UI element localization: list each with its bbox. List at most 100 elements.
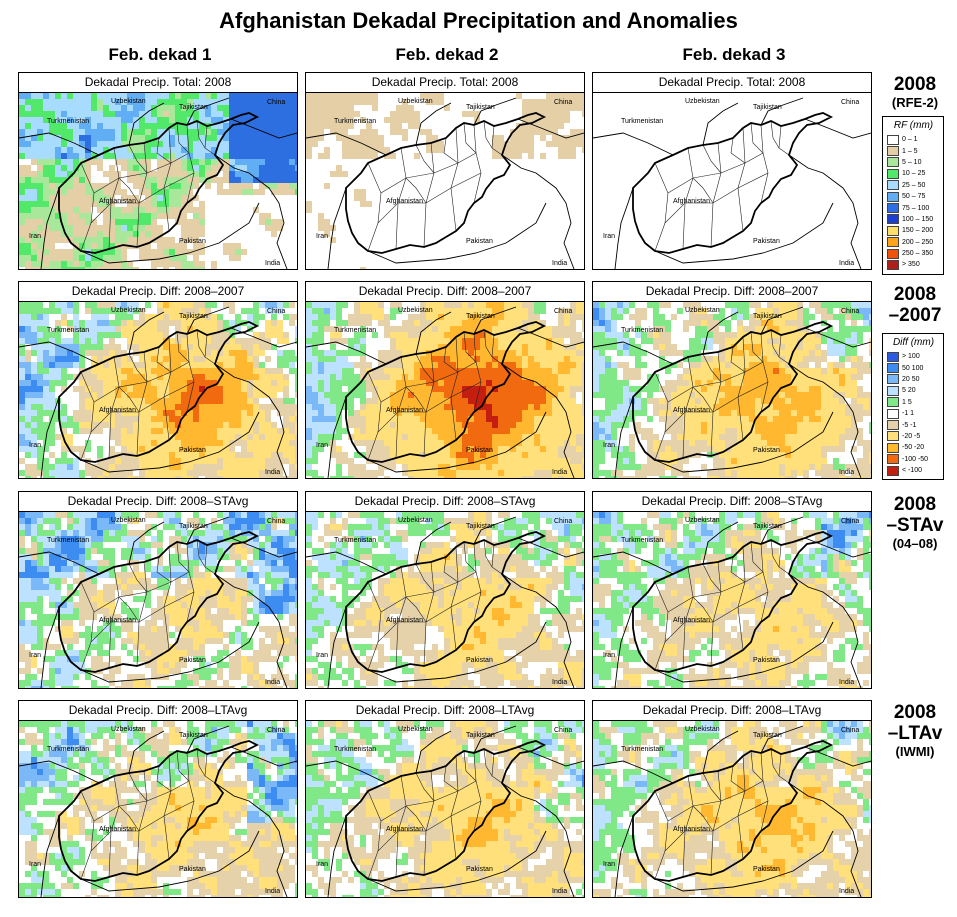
legend-entry: > 100 (887, 351, 940, 362)
country-label-turkmenistan: Turkmenistan (334, 327, 376, 334)
country-label-afghanistan: Afghanistan (99, 826, 136, 833)
map-panel-title: Dekadal Precip. Total: 2008 (306, 73, 584, 93)
rainfall-legend-title: RF (mm) (893, 120, 934, 131)
precipitation-map: Uzbekistan Tajikistan China Turkmenistan Afg… (306, 512, 584, 688)
legend-entry: 20 50 (887, 374, 940, 385)
legend-swatch (887, 248, 899, 259)
precip-raster (306, 93, 584, 269)
legend-entry: 5 – 10 (887, 157, 940, 168)
map-panel-title: Dekadal Precip. Diff: 2008–2007 (593, 282, 871, 302)
country-label-afghanistan: Afghanistan (673, 198, 710, 205)
country-border (306, 760, 387, 784)
precipitation-map: Uzbekistan Tajikistan China Turkmenistan Afg… (19, 721, 297, 897)
province-border (367, 790, 382, 880)
country-border (593, 551, 674, 575)
country-border (473, 97, 517, 126)
province-border (730, 346, 746, 373)
country-label-india: India (839, 469, 854, 476)
precip-raster (19, 93, 297, 269)
row-header-year: 2008 (893, 494, 937, 515)
province-border (450, 336, 459, 441)
map-panel: Dekadal Precip. Diff: 2008–2007 Uzbekista… (18, 281, 298, 479)
country-label-turkmenistan: Turkmenistan (621, 118, 663, 125)
legend-entry: 100 – 150 (887, 214, 940, 225)
province-border (108, 356, 120, 459)
map-panel-title: Dekadal Precip. Diff: 2008–LTAvg (306, 701, 584, 721)
legend-entry: < -100 (887, 465, 940, 476)
row-header-year: 2008 (893, 74, 937, 95)
precipitation-map: Uzbekistan Tajikistan China Turkmenistan Afg… (593, 721, 871, 897)
province-border (136, 770, 148, 876)
country-label-china: China (267, 727, 285, 734)
afghanistan-border (58, 321, 260, 463)
country-label-india: India (552, 469, 567, 476)
legend-label: 5 20 (902, 387, 916, 395)
province-border (692, 177, 714, 204)
province-border (367, 162, 382, 252)
province-border (395, 775, 407, 878)
map-panel: Dekadal Precip. Diff: 2008–STAvg Uzbekist… (18, 491, 298, 689)
afghanistan-border (58, 531, 260, 673)
province-border (770, 539, 780, 568)
province-border (737, 755, 746, 860)
precipitation-map: Uzbekistan Tajikistan China Turkmenistan Afg… (306, 302, 584, 478)
afghanistan-border (58, 740, 260, 882)
country-label-tajikistan: Tajikistan (179, 104, 208, 111)
country-border (327, 815, 347, 897)
legend-entry: 1 – 5 (887, 145, 940, 157)
province-border (176, 122, 190, 154)
row-header-diff-stavg: 2008 –STAv (04–08) (879, 494, 951, 552)
country-border (501, 154, 575, 269)
row-header-year: 2008 (893, 284, 937, 305)
country-border (367, 411, 547, 473)
country-label-india: India (265, 469, 280, 476)
country-label-tajikistan: Tajikistan (466, 523, 495, 530)
precip-raster (19, 512, 297, 688)
province-border (443, 137, 459, 164)
province-border (443, 346, 459, 373)
legend-label: -5 -1 (902, 421, 917, 429)
row-header-source: (IWMI) (895, 744, 935, 759)
country-border (593, 760, 674, 784)
country-label-turkmenistan: Turkmenistan (334, 537, 376, 544)
map-panel-title: Dekadal Precip. Diff: 2008–LTAvg (593, 701, 871, 721)
province-border (702, 563, 722, 593)
province-border (692, 596, 714, 623)
country-label-tajikistan: Tajikistan (466, 104, 495, 111)
legend-entry: -20 -5 (887, 431, 940, 442)
province-border (702, 772, 722, 802)
province-border (415, 563, 435, 593)
province-border (682, 566, 694, 669)
country-label-iran: Iran (603, 233, 615, 240)
country-label-tajikistan: Tajikistan (753, 104, 782, 111)
country-border (473, 306, 517, 335)
province-border (483, 120, 493, 149)
country-border (306, 341, 387, 365)
precipitation-map: Uzbekistan Tajikistan China Turkmenistan Afg… (19, 512, 297, 688)
province-border (654, 581, 669, 671)
country-label-pakistan: Pakistan (179, 447, 206, 454)
afghanistan-border (58, 112, 260, 254)
precipitation-map: Uzbekistan Tajikistan China Turkmenistan Afg… (19, 302, 297, 478)
legend-label: > 100 (902, 353, 920, 361)
country-border (186, 725, 230, 754)
row-header-compare: –2007 (888, 305, 942, 326)
province-border (163, 336, 172, 441)
country-label-india: India (265, 260, 280, 267)
country-label-tajikistan: Tajikistan (753, 313, 782, 320)
country-label-india: India (839, 679, 854, 686)
row-header-diff-ltavg: 2008 –LTAv (IWMI) (879, 702, 951, 760)
country-border (214, 573, 288, 688)
country-label-iran: Iran (316, 652, 328, 659)
country-border (306, 551, 387, 575)
country-label-pakistan: Pakistan (753, 657, 780, 664)
province-border (367, 371, 382, 461)
province-border (405, 805, 427, 832)
province-border (710, 351, 722, 457)
province-border (463, 541, 477, 573)
column-header-dekad-1: Feb. dekad 1 (108, 45, 212, 64)
province-border (473, 752, 482, 832)
country-border (501, 363, 575, 478)
precipitation-map: Uzbekistan Tajikistan China Turkmenistan Afg… (306, 93, 584, 269)
afghanistan-border (345, 740, 547, 882)
